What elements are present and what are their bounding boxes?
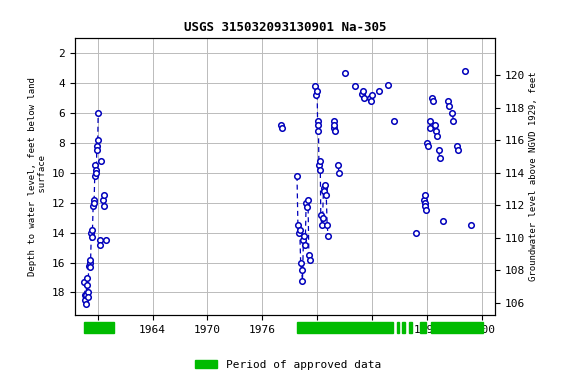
Y-axis label: Groundwater level above NGVD 1929, feet: Groundwater level above NGVD 1929, feet: [529, 72, 539, 281]
Bar: [420, 322, 426, 333]
Bar: [397, 322, 399, 333]
Y-axis label: Depth to water level, feet below land
 surface: Depth to water level, feet below land su…: [28, 77, 47, 276]
Bar: [431, 322, 483, 333]
Legend: Period of approved data: Period of approved data: [191, 355, 385, 374]
Bar: [84, 322, 114, 333]
Bar: [408, 322, 412, 333]
Title: USGS 315032093130901 Na-305: USGS 315032093130901 Na-305: [184, 22, 386, 35]
Bar: [297, 322, 393, 333]
Bar: [402, 322, 405, 333]
